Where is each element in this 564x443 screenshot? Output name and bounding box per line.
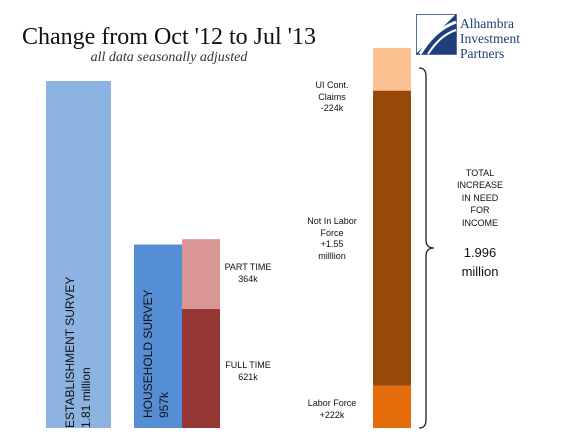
full-time-value: 621k bbox=[238, 371, 258, 382]
part-time-label: PART TIME 364k bbox=[222, 262, 274, 285]
bar-not-in-labor-force bbox=[373, 90, 411, 386]
part-time-value: 364k bbox=[238, 273, 258, 284]
household-label: HOUSEHOLD SURVEY 957k bbox=[140, 290, 172, 418]
ui-claims-label: UI Cont. Claims -224k bbox=[298, 80, 366, 115]
bar-household-survey bbox=[134, 244, 182, 428]
labor-force-value: +222k bbox=[319, 409, 345, 420]
establishment-name: ESTABLISHMENT SURVEY bbox=[63, 276, 77, 428]
logo-text-line1: Alhambra bbox=[460, 16, 514, 31]
total-label: TOTAL INCREASE IN NEED FOR INCOME bbox=[447, 167, 513, 229]
bar-establishment-survey bbox=[46, 81, 111, 428]
nilf-unit: milllion bbox=[318, 251, 346, 262]
logo-text-line2: Investment bbox=[460, 31, 520, 46]
total-value: 1.996 million bbox=[447, 244, 513, 282]
total-bracket bbox=[418, 67, 435, 429]
nilf-line2: Force bbox=[320, 227, 344, 238]
total-line3: IN NEED bbox=[461, 192, 499, 203]
not-in-labor-force-label: Not In Labor Force +1.55 milllion bbox=[298, 216, 366, 263]
establishment-value: 1.81 million bbox=[79, 367, 94, 428]
bar-labor-force bbox=[373, 385, 411, 428]
ui-claims-line2: Claims bbox=[318, 91, 346, 102]
total-line5: INCOME bbox=[462, 217, 498, 228]
nilf-value: +1.55 bbox=[320, 239, 344, 250]
ui-claims-line1: UI Cont. bbox=[315, 80, 349, 90]
household-name: HOUSEHOLD SURVEY bbox=[141, 289, 155, 418]
bar-part-time bbox=[182, 239, 220, 309]
labor-force-label: Labor Force +222k bbox=[298, 398, 366, 421]
total-value-unit: million bbox=[461, 263, 499, 279]
total-line1: TOTAL bbox=[465, 168, 495, 178]
establishment-label: ESTABLISHMENT SURVEY 1.81 million bbox=[62, 277, 94, 428]
bars-layer bbox=[46, 48, 411, 428]
bar-ui-cont-claims bbox=[373, 48, 411, 91]
alhambra-logo-icon bbox=[416, 14, 457, 55]
labor-force-name: Labor Force bbox=[307, 398, 357, 408]
bar-full-time bbox=[182, 308, 220, 428]
chart-subtitle: all data seasonally adjusted bbox=[90, 50, 248, 65]
total-value-number: 1.996 bbox=[463, 245, 497, 260]
chart-title: Change from Oct '12 to Jul '13 bbox=[22, 24, 316, 50]
full-time-name: FULL TIME bbox=[225, 360, 271, 370]
ui-claims-value: -224k bbox=[320, 103, 344, 114]
full-time-label: FULL TIME 621k bbox=[222, 360, 274, 383]
logo-text-line3: Partners bbox=[460, 46, 505, 61]
household-value: 957k bbox=[157, 391, 172, 418]
total-line2: INCREASE bbox=[456, 180, 503, 191]
total-line4: FOR bbox=[470, 205, 490, 216]
part-time-name: PART TIME bbox=[224, 262, 272, 272]
nilf-line1: Not In Labor bbox=[307, 216, 357, 226]
